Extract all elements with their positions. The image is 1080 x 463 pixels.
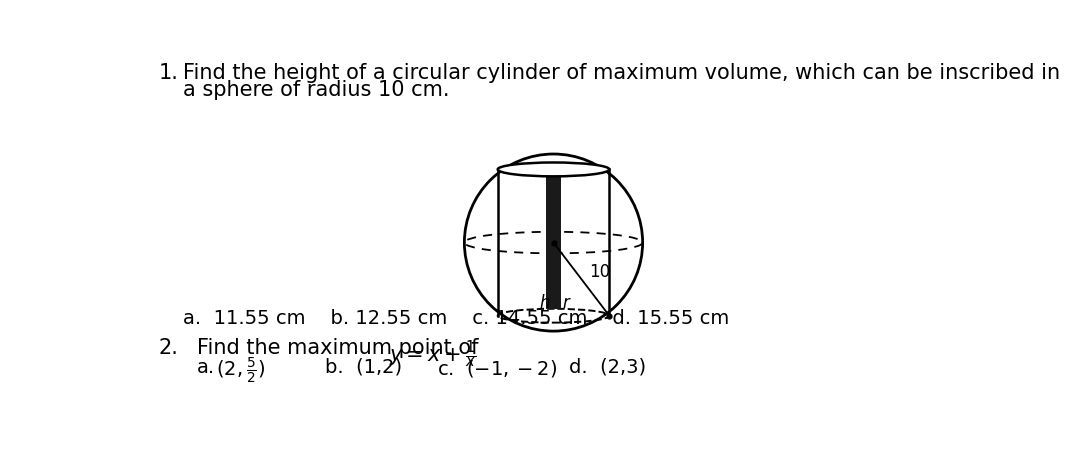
Text: 2.: 2. [159,338,178,357]
Text: $(2,\frac{5}{2})$: $(2,\frac{5}{2})$ [216,355,266,385]
Text: c.  $(-1,-2)$: c. $(-1,-2)$ [437,357,557,378]
Text: Find the height of a circular cylinder of maximum volume, which can be inscribed: Find the height of a circular cylinder o… [183,63,1061,82]
Text: 1.: 1. [159,63,178,82]
Bar [545,177,562,309]
Text: Find the maximum point of: Find the maximum point of [197,338,485,357]
Ellipse shape [498,163,609,177]
Text: 10: 10 [590,263,610,281]
Text: b.  (1,2): b. (1,2) [325,357,402,375]
Text: d.  (2,3): d. (2,3) [569,357,646,375]
Text: $y = x + \frac{1}{x}$: $y = x + \frac{1}{x}$ [389,338,477,369]
Text: a sphere of radius 10 cm.: a sphere of radius 10 cm. [183,80,449,100]
Text: a.  11.55 cm    b. 12.55 cm    c. 14.55 cm    d. 15.55 cm: a. 11.55 cm b. 12.55 cm c. 14.55 cm d. 1… [183,308,729,327]
Text: r: r [563,293,569,311]
Text: a.: a. [197,357,215,375]
Text: h: h [540,293,550,311]
